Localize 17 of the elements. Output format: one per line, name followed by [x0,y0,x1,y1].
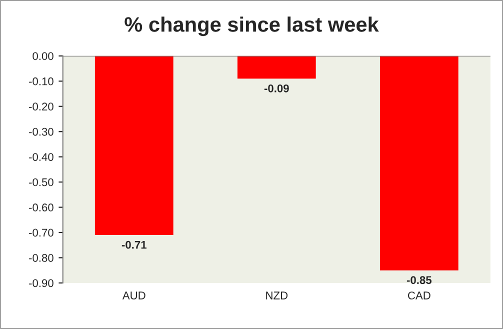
data-label: -0.09 [264,84,289,92]
data-label: -0.71 [122,240,146,249]
x-tick-label: CAD [408,292,430,300]
y-tick-label: -0.20 [29,102,54,111]
y-tick-label: -0.50 [29,178,54,186]
data-label: -0.85 [406,276,432,284]
x-tick-label: AUD [122,292,146,300]
x-tick-label: NZD [266,292,288,300]
y-tick-label: -0.30 [29,128,54,136]
y-tick-label: -0.40 [29,153,54,161]
y-tick-label: -0.80 [29,254,54,262]
y-tick-label: -0.70 [29,228,54,237]
y-tick-label: -0.10 [29,77,54,86]
y-tick-label: -0.60 [29,204,54,212]
y-tick-label: -0.90 [29,279,54,288]
y-tick-label: 0.00 [32,52,54,60]
chart-title: % change since last week [124,16,379,36]
